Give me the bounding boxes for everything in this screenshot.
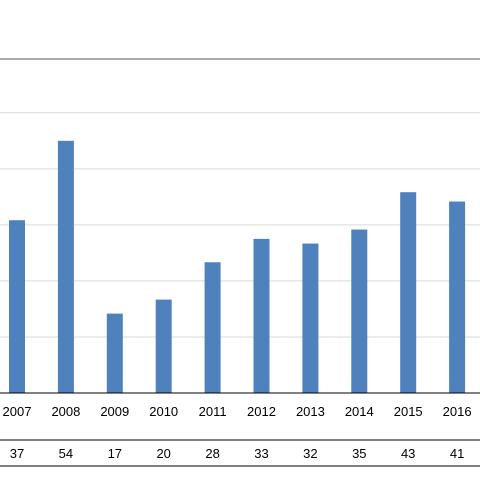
x-tick-labels: 2007 2008 2009 2010 2011 2012 2013 2014 2015 2016	[3, 404, 472, 419]
data-value-label: 35	[352, 446, 366, 461]
data-value-label: 33	[254, 446, 268, 461]
data-value-label: 37	[10, 446, 24, 461]
x-tick-label: 2016	[443, 404, 472, 419]
x-tick-label: 2008	[51, 404, 80, 419]
bar-2007	[9, 220, 25, 393]
bar-2013	[302, 243, 319, 393]
bar-2010	[155, 299, 172, 393]
bar-series	[9, 140, 466, 393]
x-tick-label: 2013	[296, 404, 325, 419]
data-value-label: 54	[59, 446, 73, 461]
bar-2014	[351, 229, 368, 393]
x-tick-label: 2009	[100, 404, 129, 419]
bar-2009	[106, 313, 123, 393]
data-value-label: 32	[303, 446, 317, 461]
x-tick-label: 2014	[345, 404, 374, 419]
x-tick-label: 2015	[394, 404, 423, 419]
bar-2015	[400, 192, 417, 393]
bar-2008	[57, 140, 74, 393]
bar-2011	[204, 262, 221, 393]
x-tick-label: 2012	[247, 404, 276, 419]
x-tick-label: 2007	[3, 404, 32, 419]
bar-2016	[449, 201, 466, 393]
data-value-label: 20	[156, 446, 170, 461]
x-tick-label: 2010	[149, 404, 178, 419]
data-value-label: 28	[205, 446, 219, 461]
x-tick-label: 2011	[199, 404, 227, 419]
data-value-label: 17	[108, 446, 122, 461]
bar-2012	[253, 238, 270, 393]
data-value-label: 43	[401, 446, 415, 461]
data-table-values: 37 54 17 20 28 33 32 35 43 41	[10, 446, 465, 461]
data-value-label: 41	[450, 446, 464, 461]
gridlines	[0, 112, 480, 338]
